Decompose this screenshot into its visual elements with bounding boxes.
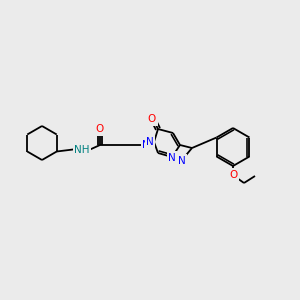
Text: O: O: [148, 114, 156, 124]
Text: N: N: [142, 140, 150, 150]
Text: O: O: [96, 124, 104, 134]
Text: N: N: [178, 156, 186, 166]
Text: N: N: [168, 153, 176, 163]
Text: N: N: [146, 137, 154, 147]
Text: O: O: [229, 170, 237, 180]
Text: NH: NH: [74, 145, 90, 155]
